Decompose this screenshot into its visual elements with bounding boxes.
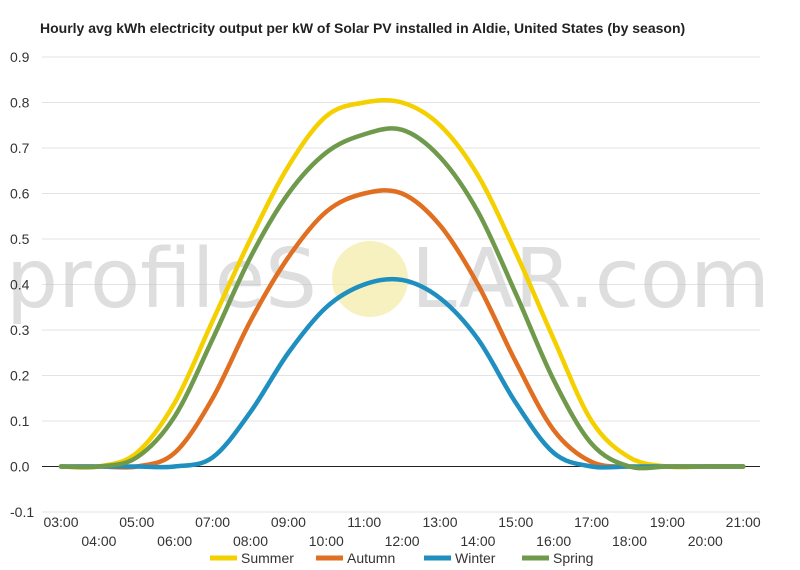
y-tick-label: 0.0: [10, 459, 30, 475]
x-tick-label: 20:00: [688, 533, 723, 549]
x-tick-label: 12:00: [385, 533, 420, 549]
y-tick-label: 0.9: [10, 49, 30, 65]
y-tick-label: 0.2: [10, 368, 30, 384]
legend: Summer Autumn Winter Spring: [210, 550, 593, 566]
y-tick-label: 0.5: [10, 231, 30, 247]
watermark-sun-icon: [332, 241, 408, 317]
x-tick-label: 14:00: [460, 533, 495, 549]
x-tick-label: 04:00: [81, 533, 116, 549]
x-tick-label: 13:00: [422, 514, 457, 530]
x-tick-label: 21:00: [726, 514, 761, 530]
y-tick-label: 0.4: [10, 277, 30, 293]
y-tick-label: 0.6: [10, 186, 30, 202]
watermark: profileS LAR.com: [6, 232, 770, 327]
legend-label-autumn: Autumn: [347, 550, 395, 566]
x-tick-label: 17:00: [574, 514, 609, 530]
x-tick-label: 05:00: [119, 514, 154, 530]
x-tick-label: 19:00: [650, 514, 685, 530]
y-tick-label: 0.1: [10, 413, 30, 429]
x-tick-label: 03:00: [43, 514, 78, 530]
x-tick-label: 07:00: [195, 514, 230, 530]
watermark-text-right: LAR.com: [411, 232, 770, 327]
y-tick-label: 0.8: [10, 95, 30, 111]
series-line-summer: [58, 97, 746, 470]
axes: -0.10.00.10.20.30.40.50.60.70.80.903:000…: [10, 49, 761, 549]
legend-label-summer: Summer: [241, 550, 294, 566]
series-line-spring: [58, 126, 746, 471]
x-tick-label: 09:00: [271, 514, 306, 530]
x-tick-label: 15:00: [498, 514, 533, 530]
y-tick-label: 0.3: [10, 322, 30, 338]
x-tick-label: 18:00: [612, 533, 647, 549]
chart-title: Hourly avg kWh electricity output per kW…: [40, 20, 685, 36]
x-tick-label: 06:00: [157, 533, 192, 549]
x-tick-label: 11:00: [347, 514, 381, 530]
legend-label-spring: Spring: [553, 550, 593, 566]
x-tick-label: 16:00: [536, 533, 571, 549]
y-tick-label: -0.1: [10, 504, 34, 520]
series: [58, 97, 746, 471]
watermark-text-left: profileS: [6, 232, 317, 327]
legend-label-winter: Winter: [455, 550, 496, 566]
x-tick-label: 08:00: [233, 533, 268, 549]
y-tick-label: 0.7: [10, 140, 30, 156]
x-tick-label: 10:00: [309, 533, 344, 549]
